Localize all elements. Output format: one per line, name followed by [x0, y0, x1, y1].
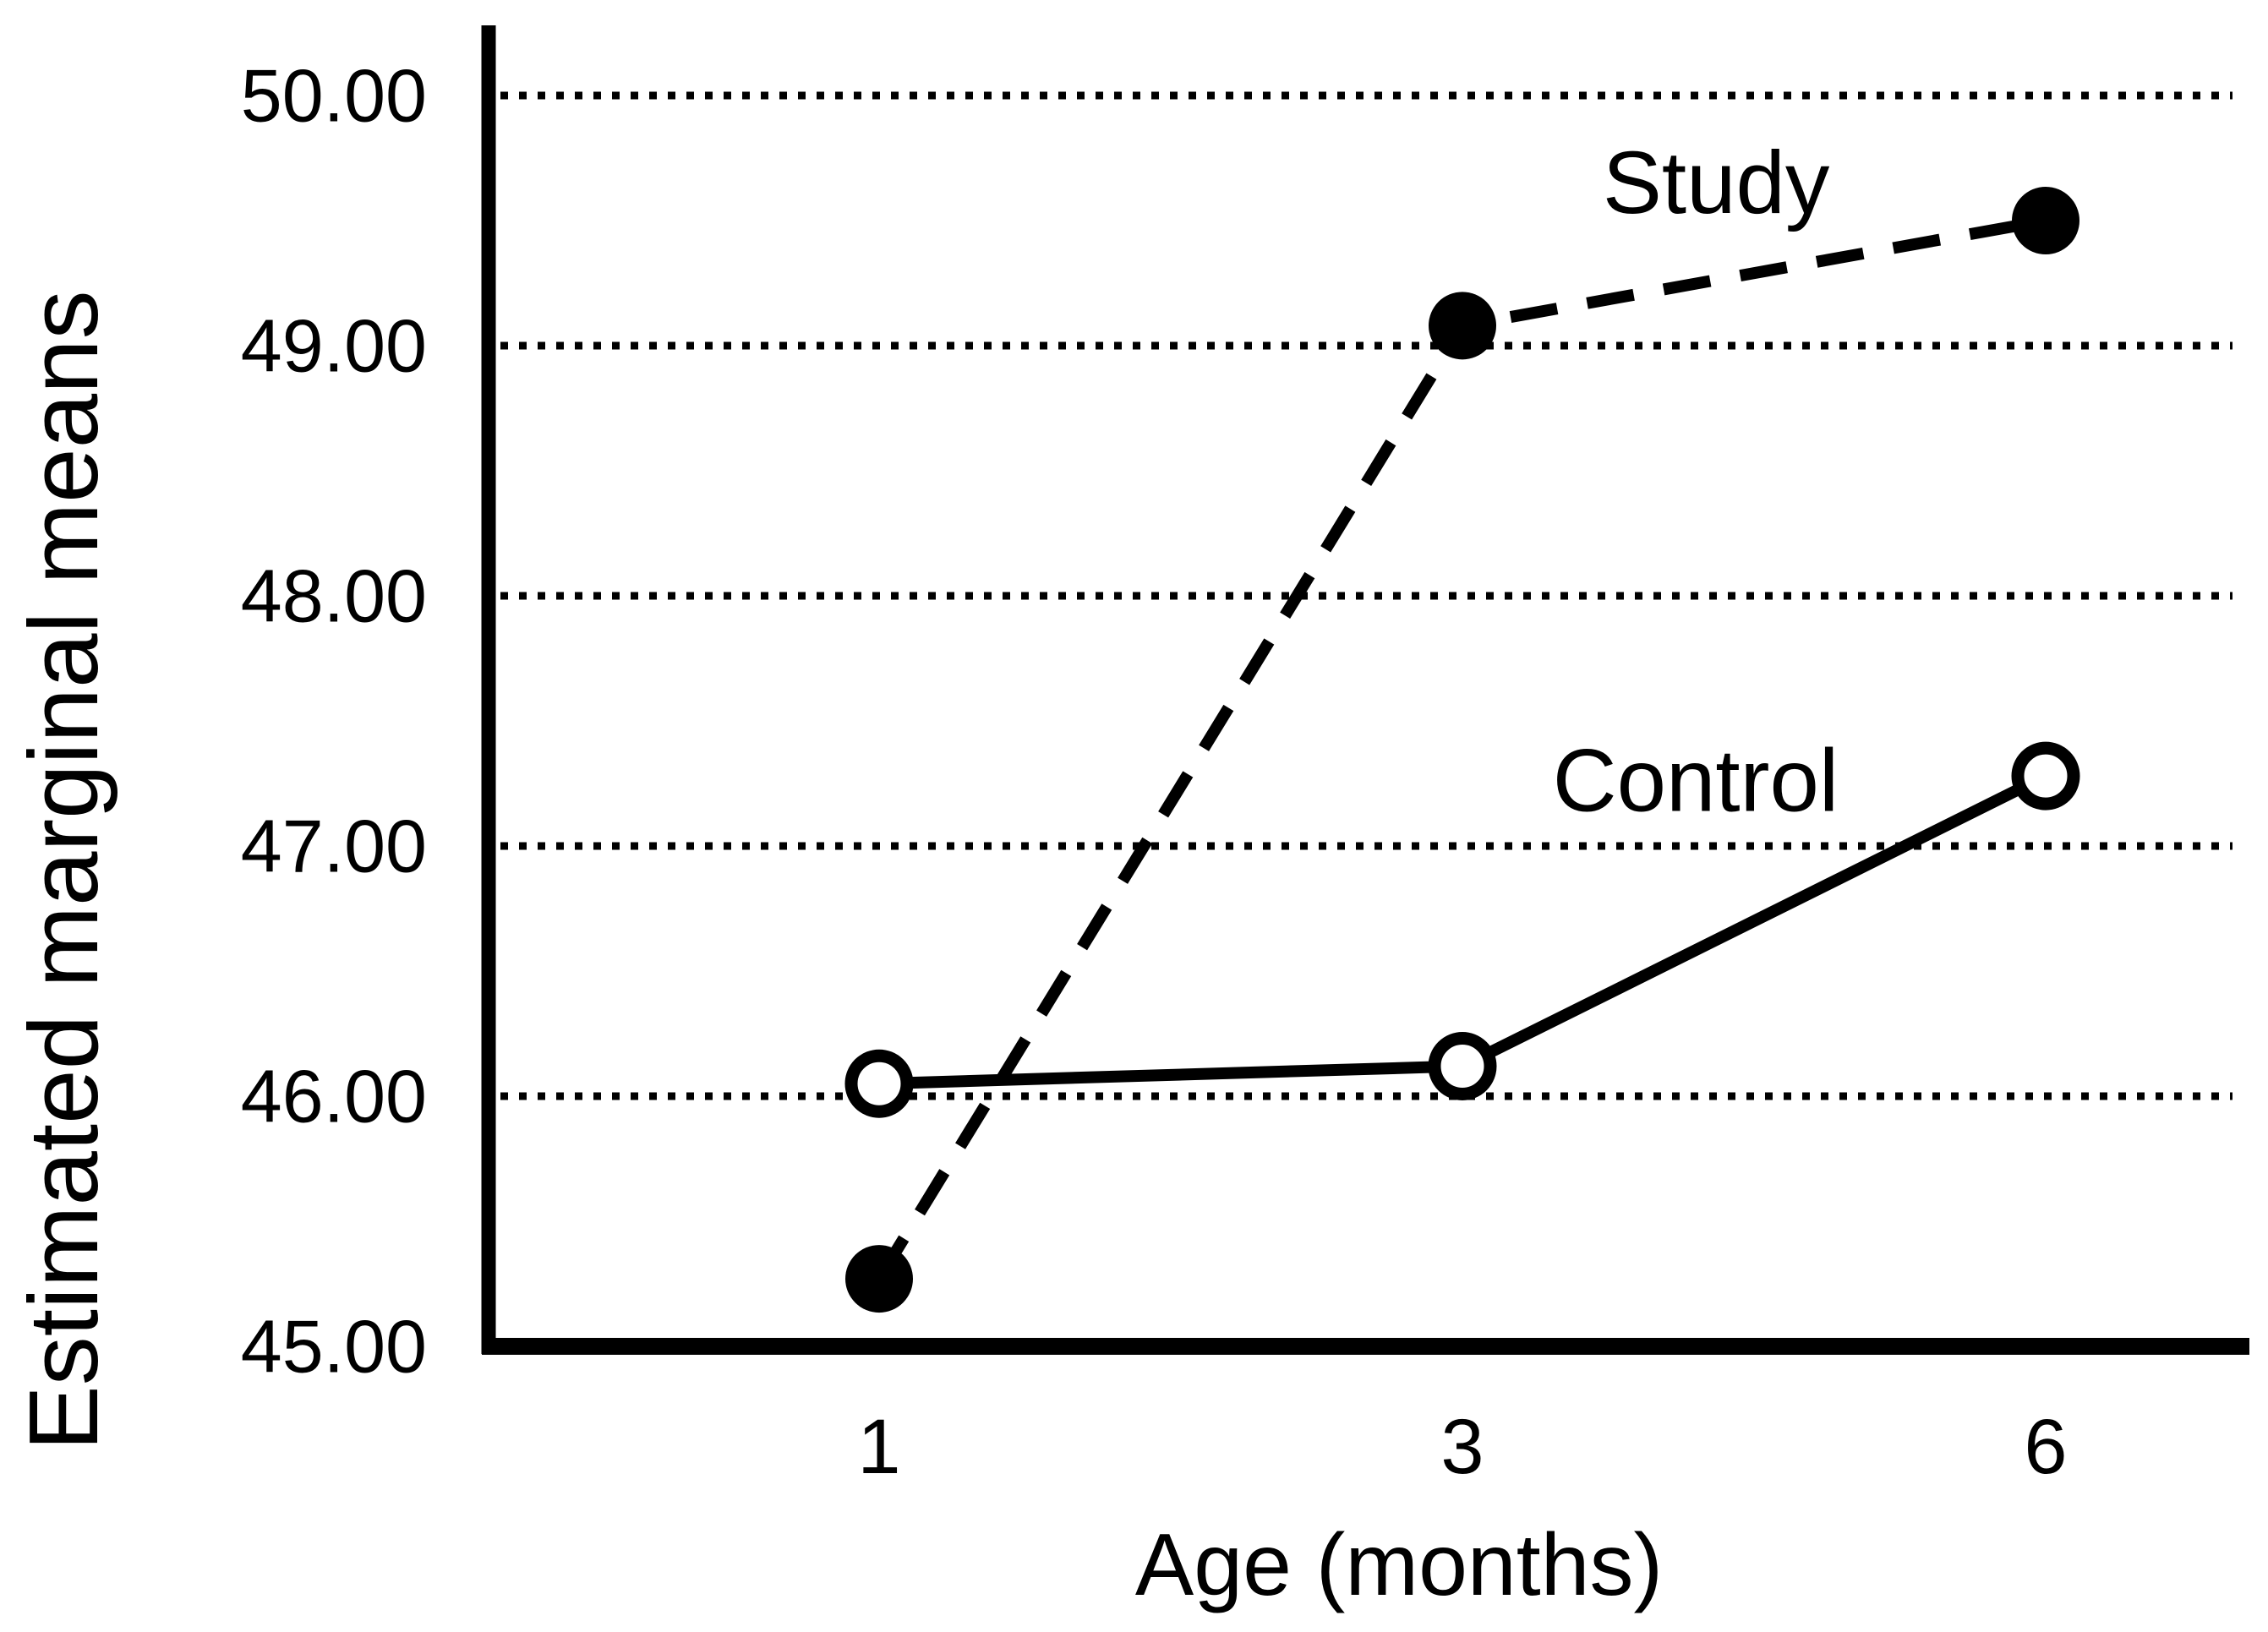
y-tick-label-49.00: 49.00 — [241, 304, 427, 388]
y-tick-label-46.00: 46.00 — [241, 1055, 427, 1138]
y-tick-label-50.00: 50.00 — [241, 54, 427, 138]
y-tick-label-48.00: 48.00 — [241, 554, 427, 638]
study-marker-1 — [845, 1245, 913, 1313]
y-tick-label-47.00: 47.00 — [241, 805, 427, 888]
x-tick-label-3: 3 — [1440, 1404, 1484, 1490]
y-axis-title: Estimated marginal means — [8, 290, 118, 1450]
series-label-control: Control — [1553, 732, 1839, 831]
series-study: Study — [845, 134, 2079, 1313]
x-tick-labels: 1 3 6 — [857, 1404, 2067, 1490]
series-control: Control — [844, 732, 2080, 1118]
study-line — [874, 215, 2047, 1282]
x-tick-label-1: 1 — [857, 1404, 900, 1490]
y-tick-labels: 45.00 46.00 47.00 48.00 49.00 50.00 — [241, 54, 427, 1389]
control-marker-1 — [844, 1049, 914, 1118]
x-axis-title: Age (months) — [1135, 1516, 1663, 1614]
x-tick-label-6: 6 — [2024, 1404, 2067, 1490]
series-layer: Study Control — [844, 134, 2080, 1313]
control-marker-3 — [1428, 1031, 1497, 1100]
study-marker-3 — [1429, 292, 1496, 360]
y-tick-label-45.00: 45.00 — [241, 1305, 427, 1389]
gridlines — [500, 91, 2232, 1100]
study-marker-6 — [2012, 187, 2079, 254]
series-label-study: Study — [1603, 134, 1830, 232]
control-marker-6 — [2011, 741, 2080, 811]
